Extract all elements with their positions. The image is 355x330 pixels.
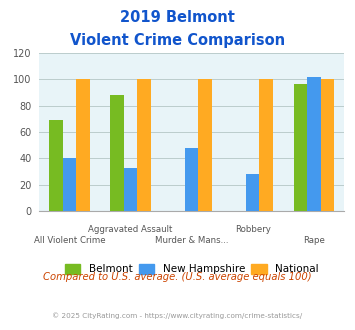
Bar: [63, 158, 76, 211]
Bar: [260, 79, 273, 211]
Bar: [185, 148, 198, 211]
Text: Rape: Rape: [303, 236, 325, 245]
Bar: [76, 79, 90, 211]
Text: All Violent Crime: All Violent Crime: [34, 236, 105, 245]
Bar: [294, 84, 307, 211]
Legend: Belmont, New Hampshire, National: Belmont, New Hampshire, National: [65, 264, 319, 275]
Bar: [49, 120, 63, 211]
Text: 2019 Belmont: 2019 Belmont: [120, 10, 235, 25]
Bar: [321, 79, 334, 211]
Bar: [198, 79, 212, 211]
Text: Murder & Mans...: Murder & Mans...: [155, 236, 229, 245]
Bar: [246, 174, 260, 211]
Bar: [124, 168, 137, 211]
Text: Violent Crime Comparison: Violent Crime Comparison: [70, 33, 285, 48]
Bar: [110, 95, 124, 211]
Text: Aggravated Assault: Aggravated Assault: [88, 225, 173, 234]
Text: © 2025 CityRating.com - https://www.cityrating.com/crime-statistics/: © 2025 CityRating.com - https://www.city…: [53, 312, 302, 318]
Text: Compared to U.S. average. (U.S. average equals 100): Compared to U.S. average. (U.S. average …: [43, 272, 312, 282]
Text: Robbery: Robbery: [235, 225, 271, 234]
Bar: [137, 79, 151, 211]
Bar: [307, 77, 321, 211]
